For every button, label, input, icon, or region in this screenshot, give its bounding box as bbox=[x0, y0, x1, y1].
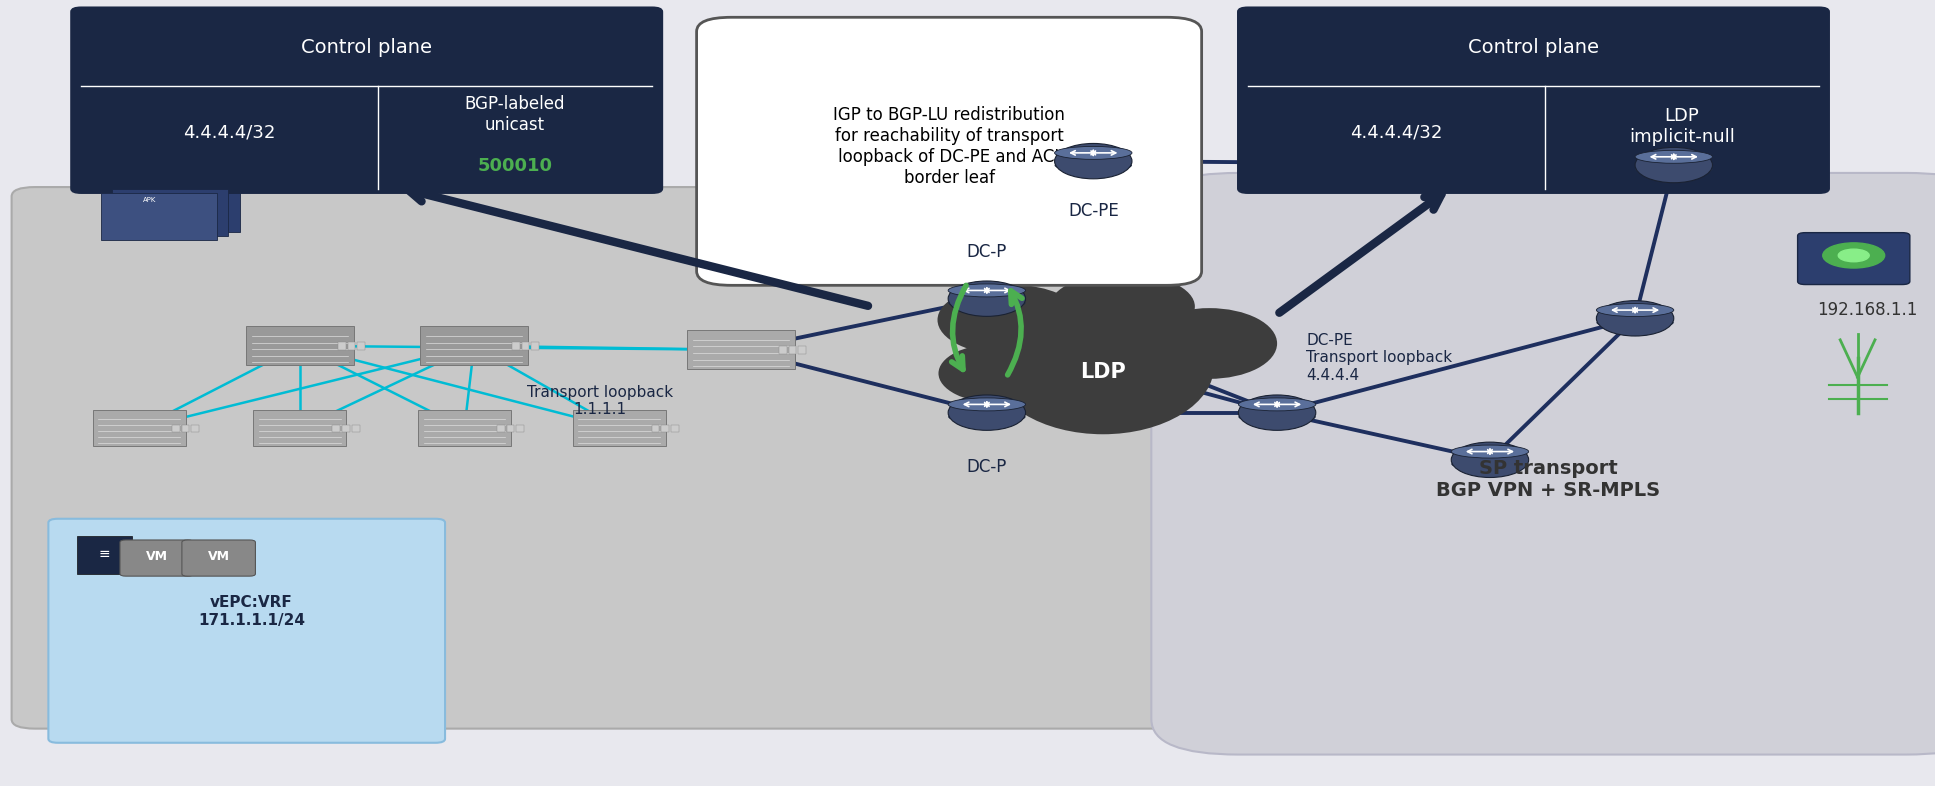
FancyBboxPatch shape bbox=[253, 410, 346, 446]
FancyBboxPatch shape bbox=[532, 342, 540, 350]
FancyBboxPatch shape bbox=[72, 8, 662, 193]
FancyBboxPatch shape bbox=[333, 424, 341, 432]
Ellipse shape bbox=[1635, 147, 1712, 182]
Text: 4.4.4.4/32: 4.4.4.4/32 bbox=[1351, 123, 1444, 141]
Text: Transport loopback
1.1.1.1: Transport loopback 1.1.1.1 bbox=[526, 384, 673, 417]
Ellipse shape bbox=[948, 395, 1026, 431]
Text: LDP: LDP bbox=[1080, 362, 1126, 382]
FancyBboxPatch shape bbox=[687, 330, 795, 369]
FancyBboxPatch shape bbox=[513, 342, 521, 350]
Text: APK: APK bbox=[143, 197, 157, 203]
Text: DC-P: DC-P bbox=[968, 458, 1006, 476]
FancyBboxPatch shape bbox=[182, 540, 255, 576]
FancyBboxPatch shape bbox=[671, 424, 679, 432]
FancyBboxPatch shape bbox=[182, 424, 190, 432]
FancyBboxPatch shape bbox=[507, 424, 515, 432]
FancyBboxPatch shape bbox=[124, 185, 240, 232]
Ellipse shape bbox=[948, 410, 1026, 424]
Ellipse shape bbox=[1306, 138, 1732, 263]
FancyBboxPatch shape bbox=[12, 187, 1267, 729]
Ellipse shape bbox=[1635, 163, 1712, 176]
Ellipse shape bbox=[1238, 410, 1316, 424]
Text: DC-PE
Transport loopback
4.4.4.4: DC-PE Transport loopback 4.4.4.4 bbox=[1306, 333, 1453, 383]
Ellipse shape bbox=[948, 398, 1026, 411]
Ellipse shape bbox=[991, 296, 1215, 434]
Text: BGP-labeled
unicast: BGP-labeled unicast bbox=[464, 95, 565, 134]
Text: vEPC:VRF
171.1.1.1/24: vEPC:VRF 171.1.1.1/24 bbox=[197, 595, 306, 628]
FancyBboxPatch shape bbox=[652, 424, 660, 432]
FancyBboxPatch shape bbox=[1151, 173, 1935, 755]
Ellipse shape bbox=[1635, 150, 1712, 163]
FancyBboxPatch shape bbox=[517, 424, 524, 432]
Ellipse shape bbox=[1451, 457, 1529, 471]
Text: 500010: 500010 bbox=[478, 156, 553, 174]
Ellipse shape bbox=[937, 285, 1082, 355]
FancyBboxPatch shape bbox=[662, 424, 670, 432]
FancyBboxPatch shape bbox=[789, 346, 797, 354]
Text: DC-P: DC-P bbox=[968, 243, 1006, 261]
FancyBboxPatch shape bbox=[352, 424, 360, 432]
Ellipse shape bbox=[1451, 442, 1529, 477]
FancyBboxPatch shape bbox=[93, 410, 186, 446]
Text: DC-PE: DC-PE bbox=[1068, 202, 1118, 220]
Ellipse shape bbox=[1055, 159, 1132, 172]
Text: 4.4.4.4/32: 4.4.4.4/32 bbox=[184, 123, 277, 141]
FancyBboxPatch shape bbox=[339, 342, 346, 350]
FancyBboxPatch shape bbox=[522, 342, 530, 350]
FancyBboxPatch shape bbox=[1798, 233, 1910, 285]
FancyBboxPatch shape bbox=[1238, 8, 1829, 193]
Ellipse shape bbox=[1596, 300, 1674, 336]
FancyBboxPatch shape bbox=[497, 424, 505, 432]
FancyBboxPatch shape bbox=[172, 424, 180, 432]
Text: LDP
implicit-null: LDP implicit-null bbox=[1629, 108, 1736, 146]
Ellipse shape bbox=[948, 284, 1026, 297]
Ellipse shape bbox=[1142, 308, 1277, 379]
Ellipse shape bbox=[948, 296, 1026, 310]
Ellipse shape bbox=[1596, 316, 1674, 329]
FancyBboxPatch shape bbox=[358, 342, 366, 350]
FancyBboxPatch shape bbox=[780, 346, 788, 354]
Text: ≡: ≡ bbox=[99, 547, 110, 561]
Ellipse shape bbox=[1238, 395, 1316, 431]
Ellipse shape bbox=[938, 343, 1055, 402]
FancyBboxPatch shape bbox=[342, 424, 350, 432]
Text: VM: VM bbox=[145, 550, 168, 563]
Ellipse shape bbox=[1596, 303, 1674, 317]
FancyBboxPatch shape bbox=[77, 536, 132, 574]
Text: VM: VM bbox=[207, 550, 230, 563]
Text: IGP to BGP-LU redistribution
for reachability of transport
loopback of DC-PE and: IGP to BGP-LU redistribution for reachab… bbox=[834, 106, 1064, 187]
FancyBboxPatch shape bbox=[420, 326, 528, 365]
FancyBboxPatch shape bbox=[799, 346, 807, 354]
FancyBboxPatch shape bbox=[348, 342, 356, 350]
Ellipse shape bbox=[1451, 445, 1529, 458]
Ellipse shape bbox=[1238, 398, 1316, 411]
Ellipse shape bbox=[1055, 143, 1132, 179]
FancyBboxPatch shape bbox=[573, 410, 666, 446]
Text: 192.168.1.1: 192.168.1.1 bbox=[1817, 302, 1918, 319]
Ellipse shape bbox=[1049, 273, 1194, 340]
FancyBboxPatch shape bbox=[120, 540, 194, 576]
Circle shape bbox=[1838, 249, 1869, 262]
Ellipse shape bbox=[948, 281, 1026, 316]
Ellipse shape bbox=[1055, 146, 1132, 160]
FancyBboxPatch shape bbox=[192, 424, 199, 432]
Circle shape bbox=[1823, 243, 1885, 268]
FancyBboxPatch shape bbox=[101, 193, 217, 240]
FancyBboxPatch shape bbox=[418, 410, 511, 446]
FancyBboxPatch shape bbox=[112, 189, 228, 236]
FancyBboxPatch shape bbox=[48, 519, 445, 743]
FancyBboxPatch shape bbox=[246, 326, 354, 365]
FancyBboxPatch shape bbox=[697, 17, 1202, 285]
Text: Control plane: Control plane bbox=[1469, 38, 1598, 57]
Text: SP transport
BGP VPN + SR-MPLS: SP transport BGP VPN + SR-MPLS bbox=[1436, 459, 1660, 500]
Text: Control plane: Control plane bbox=[302, 38, 432, 57]
